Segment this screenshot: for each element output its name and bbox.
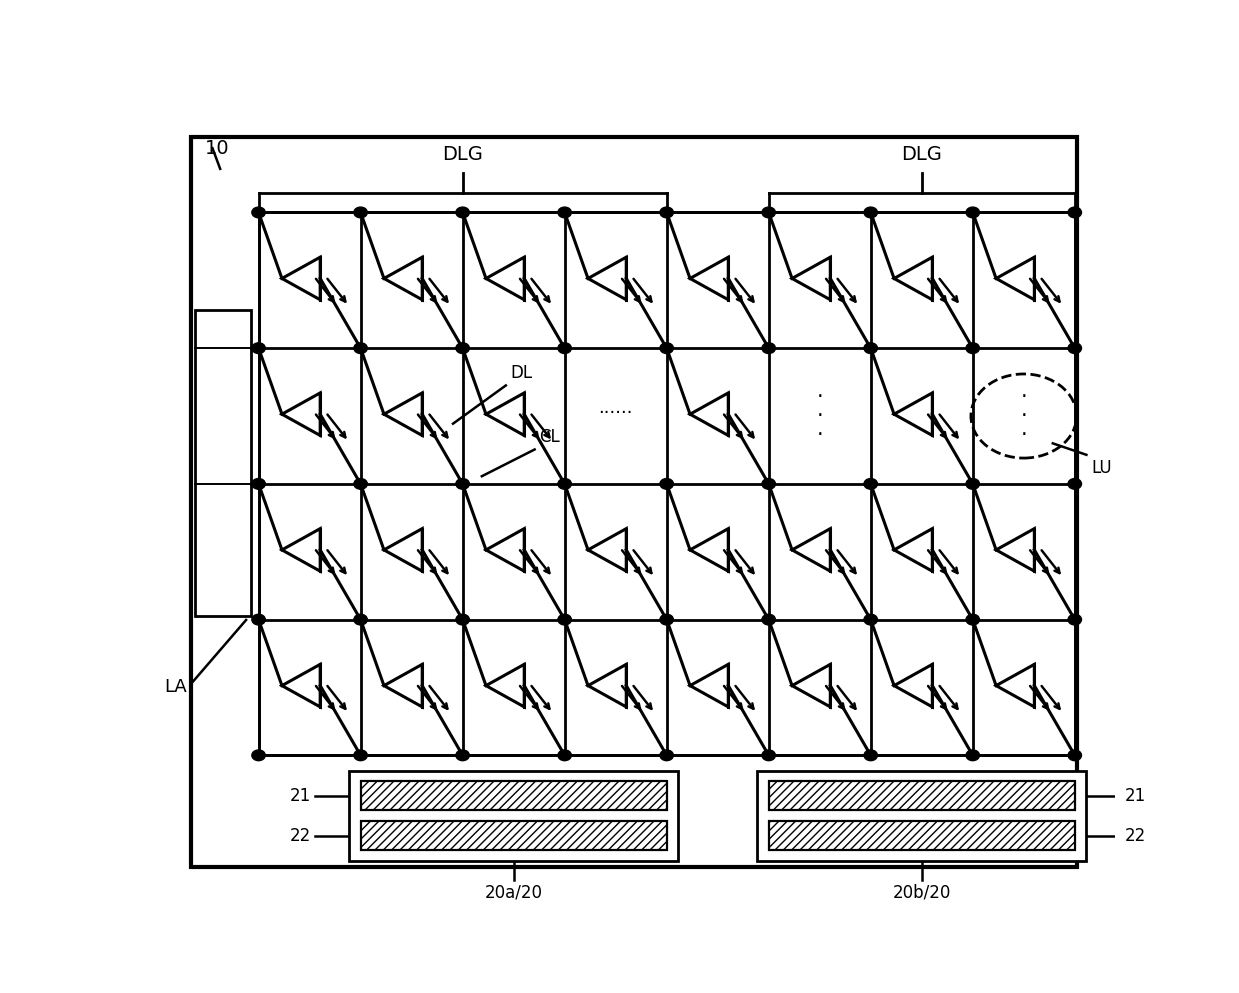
Text: 21: 21 (1125, 786, 1146, 805)
Circle shape (966, 615, 980, 625)
Circle shape (354, 479, 367, 490)
Circle shape (966, 208, 980, 217)
Bar (349, 771, 678, 861)
Circle shape (456, 343, 470, 354)
Bar (196, 310, 250, 616)
Circle shape (864, 208, 877, 217)
Bar (361, 821, 667, 850)
Circle shape (558, 615, 571, 625)
Circle shape (354, 343, 367, 354)
Circle shape (1068, 208, 1082, 217)
Text: ·: · (817, 387, 823, 407)
Circle shape (456, 208, 470, 217)
Circle shape (762, 750, 776, 761)
Text: CL: CL (539, 428, 560, 446)
Bar (757, 771, 1087, 861)
Text: 22: 22 (290, 826, 311, 845)
Circle shape (660, 615, 674, 625)
Text: 21: 21 (290, 786, 311, 805)
Text: LA: LA (164, 677, 187, 695)
Circle shape (762, 208, 776, 217)
Text: ......: ...... (598, 399, 633, 417)
Text: ·: · (1021, 406, 1027, 426)
Circle shape (660, 208, 674, 217)
Bar (361, 781, 667, 810)
Circle shape (252, 208, 265, 217)
Text: ·: · (817, 406, 823, 426)
Text: ·: · (817, 425, 823, 445)
Circle shape (252, 343, 265, 354)
Circle shape (762, 479, 776, 490)
Circle shape (660, 479, 674, 490)
Circle shape (252, 750, 265, 761)
Circle shape (966, 479, 980, 490)
Text: 22: 22 (1125, 826, 1146, 845)
Circle shape (354, 750, 367, 761)
Text: LU: LU (1092, 459, 1111, 477)
Circle shape (660, 343, 674, 354)
Circle shape (660, 750, 674, 761)
Circle shape (456, 750, 470, 761)
Circle shape (252, 479, 265, 490)
Circle shape (1068, 615, 1082, 625)
Circle shape (354, 615, 367, 625)
Text: DLG: DLG (901, 145, 942, 164)
Circle shape (1068, 343, 1082, 354)
Circle shape (456, 615, 470, 625)
Circle shape (864, 343, 877, 354)
Text: 20a/20: 20a/20 (484, 884, 543, 902)
Text: ·: · (1021, 387, 1027, 407)
Circle shape (864, 615, 877, 625)
Circle shape (558, 479, 571, 490)
Text: 10: 10 (204, 139, 229, 158)
Circle shape (558, 750, 571, 761)
Circle shape (1068, 479, 1082, 490)
Bar (768, 781, 1074, 810)
Circle shape (762, 615, 776, 625)
Circle shape (864, 479, 877, 490)
Circle shape (864, 750, 877, 761)
Bar (259, 213, 1074, 756)
Circle shape (762, 343, 776, 354)
Text: 20b/20: 20b/20 (892, 884, 950, 902)
Bar (768, 821, 1074, 850)
Text: DLG: DLG (442, 145, 483, 164)
Circle shape (966, 750, 980, 761)
Circle shape (558, 343, 571, 354)
Circle shape (354, 208, 367, 217)
Circle shape (252, 615, 265, 625)
Text: DL: DL (510, 363, 533, 381)
Circle shape (1068, 750, 1082, 761)
Text: ·: · (1021, 425, 1027, 445)
Circle shape (456, 479, 470, 490)
Circle shape (558, 208, 571, 217)
Circle shape (966, 343, 980, 354)
